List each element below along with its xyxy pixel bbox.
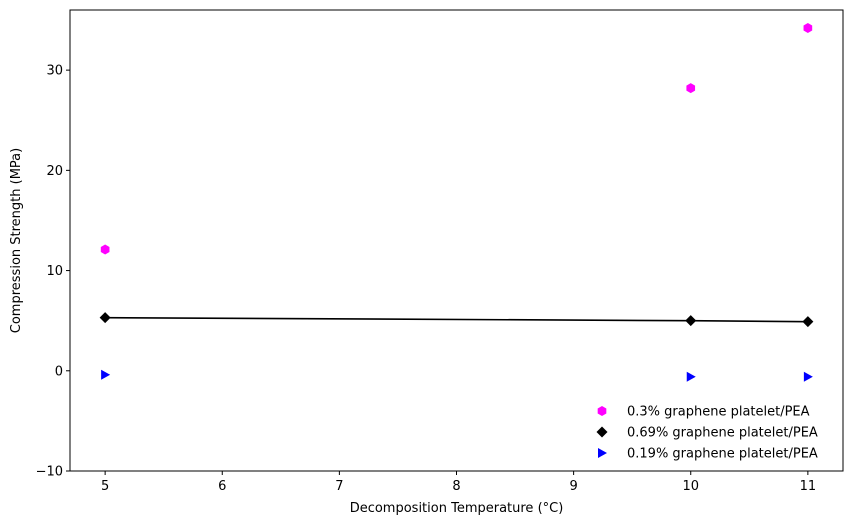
y-axis-label: Compression Strength (MPa)	[9, 148, 24, 333]
legend-marker	[598, 448, 607, 458]
data-point	[802, 316, 814, 328]
x-tick-label: 11	[800, 479, 817, 494]
legend-marker	[597, 406, 607, 416]
data-point	[686, 83, 696, 94]
y-tick-label: 0	[55, 364, 63, 379]
series-line	[105, 316, 808, 323]
x-axis: 5 6 7 8 9 10 11	[101, 471, 816, 494]
y-axis: −10 0 10 20 30	[36, 64, 70, 480]
y-tick-label: 10	[46, 264, 63, 279]
data-point	[686, 371, 696, 382]
x-tick-label: 9	[569, 479, 577, 494]
x-tick-label: 8	[452, 479, 460, 494]
y-tick-label: 20	[46, 164, 63, 179]
plot-area	[99, 23, 814, 382]
x-tick-label: 10	[682, 479, 699, 494]
data-point	[101, 369, 111, 380]
legend: 0.3% graphene platelet/PEA 0.69% graphene…	[596, 405, 818, 462]
data-point	[685, 315, 697, 327]
legend-label: 0.69% graphene platelet/PEA	[627, 426, 818, 441]
legend-label: 0.3% graphene platelet/PEA	[627, 405, 810, 420]
x-tick-label: 6	[218, 479, 226, 494]
y-tick-label: −10	[36, 465, 63, 480]
y-tick-label: 30	[46, 64, 63, 79]
series-1	[100, 23, 813, 255]
series-2	[99, 312, 814, 328]
data-point	[100, 244, 110, 255]
legend-label: 0.19% graphene platelet/PEA	[627, 447, 818, 462]
x-axis-label: Decomposition Temperature (°C)	[350, 501, 564, 516]
axes-frame	[69, 9, 844, 472]
series-3	[101, 369, 813, 382]
data-point	[803, 371, 813, 382]
data-point	[99, 312, 111, 324]
x-tick-label: 7	[335, 479, 343, 494]
data-point	[803, 23, 813, 34]
x-tick-label: 5	[101, 479, 109, 494]
legend-marker	[596, 426, 608, 438]
